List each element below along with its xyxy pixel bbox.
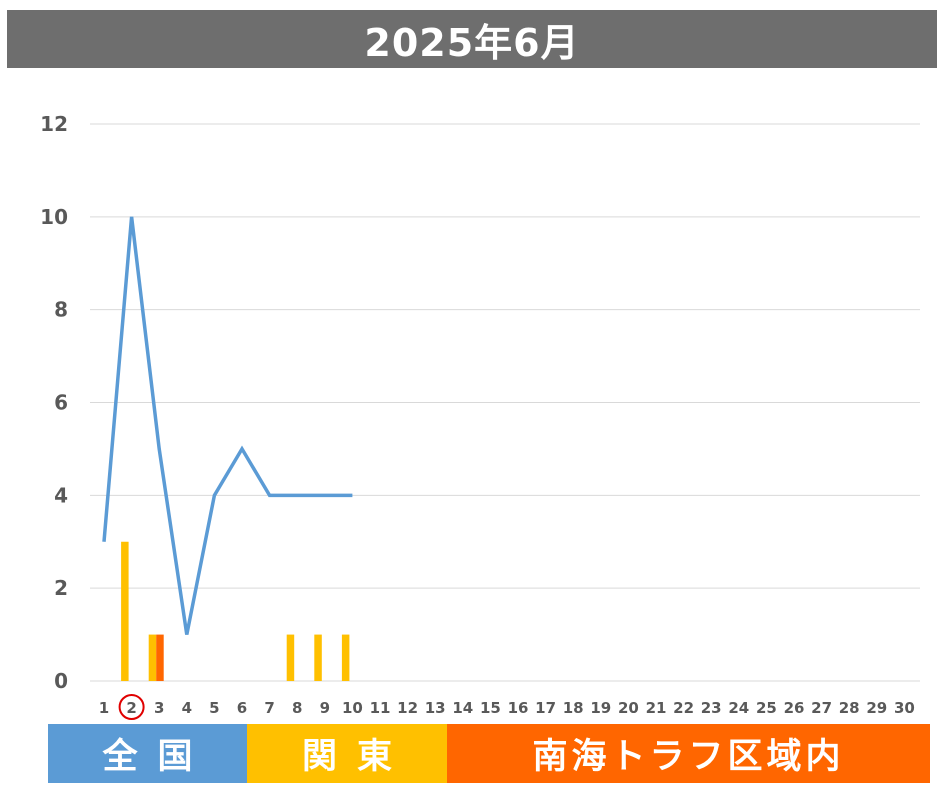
x-tick-label: 27 <box>811 699 832 717</box>
x-tick-label: 24 <box>728 699 749 717</box>
x-tick-label: 1 <box>99 699 109 717</box>
y-tick-label: 10 <box>40 205 68 229</box>
y-tick-label: 6 <box>54 391 68 415</box>
legend-label-kanto: 関東 <box>301 737 412 777</box>
x-tick-label: 19 <box>590 699 611 717</box>
x-tick-label: 21 <box>646 699 667 717</box>
x-tick-label: 23 <box>701 699 722 717</box>
highlight-circle <box>118 694 145 720</box>
y-tick-label: 8 <box>54 298 68 322</box>
x-tick-label: 11 <box>370 699 391 717</box>
x-tick-label: 30 <box>894 699 915 717</box>
bar-nankai-3 <box>156 634 164 681</box>
legend-label-zenkoku: 全国 <box>102 737 213 777</box>
x-tick-label: 10 <box>342 699 363 717</box>
x-tick-label: 17 <box>535 699 556 717</box>
x-tick-label: 5 <box>209 699 219 717</box>
x-tick-label: 20 <box>618 699 639 717</box>
legend-item-nankai: 南海トラフ区域内 <box>447 724 930 783</box>
x-tick-label: 15 <box>480 699 501 717</box>
x-tick-label: 25 <box>756 699 777 717</box>
bar-kanto-3 <box>148 634 157 681</box>
line-zenkoku <box>102 216 353 635</box>
line-series <box>102 216 353 635</box>
legend-item-zenkoku: 全国 <box>48 724 247 783</box>
x-tick-label: 18 <box>563 699 584 717</box>
x-tick-label: 29 <box>866 699 887 717</box>
legend-label-nankai: 南海トラフ区域内 <box>532 737 845 777</box>
x-tick-label: 26 <box>784 699 805 717</box>
y-tick-label: 12 <box>40 112 68 136</box>
x-tick-label: 22 <box>673 699 694 717</box>
bar-kanto-9 <box>314 634 322 681</box>
x-tick-label: 16 <box>508 699 529 717</box>
bar-kanto-10 <box>341 634 350 681</box>
x-tick-label: 8 <box>292 699 302 717</box>
legend-item-kanto: 関東 <box>247 724 447 783</box>
y-tick-label: 0 <box>54 669 68 693</box>
x-tick-label: 3 <box>154 699 164 717</box>
x-tick-label: 4 <box>182 699 192 717</box>
x-tick-label: 13 <box>425 699 446 717</box>
x-tick-label: 9 <box>320 699 330 717</box>
chart-title: 2025年6月 <box>7 10 937 68</box>
x-tick-label: 2 <box>126 699 136 717</box>
x-tick-label: 12 <box>397 699 418 717</box>
y-axis-ticks: 0 2 4 6 8 10 12 <box>40 112 68 693</box>
x-tick-label: 6 <box>237 699 247 717</box>
y-tick-label: 4 <box>54 483 68 507</box>
y-tick-label: 2 <box>54 576 68 600</box>
bar-kanto-8 <box>286 634 295 681</box>
x-axis-ticks: 1 2 3 4 5 6 7 8 9 10 11 12 13 14 15 16 17 18 19 20 21 22 23 24 2… <box>99 694 915 720</box>
x-tick-label: 7 <box>264 699 274 717</box>
bar-kanto-2 <box>121 541 129 681</box>
x-tick-label: 28 <box>839 699 860 717</box>
grid-lines <box>90 123 920 682</box>
x-tick-label: 14 <box>452 699 473 717</box>
bar-series <box>121 541 350 681</box>
